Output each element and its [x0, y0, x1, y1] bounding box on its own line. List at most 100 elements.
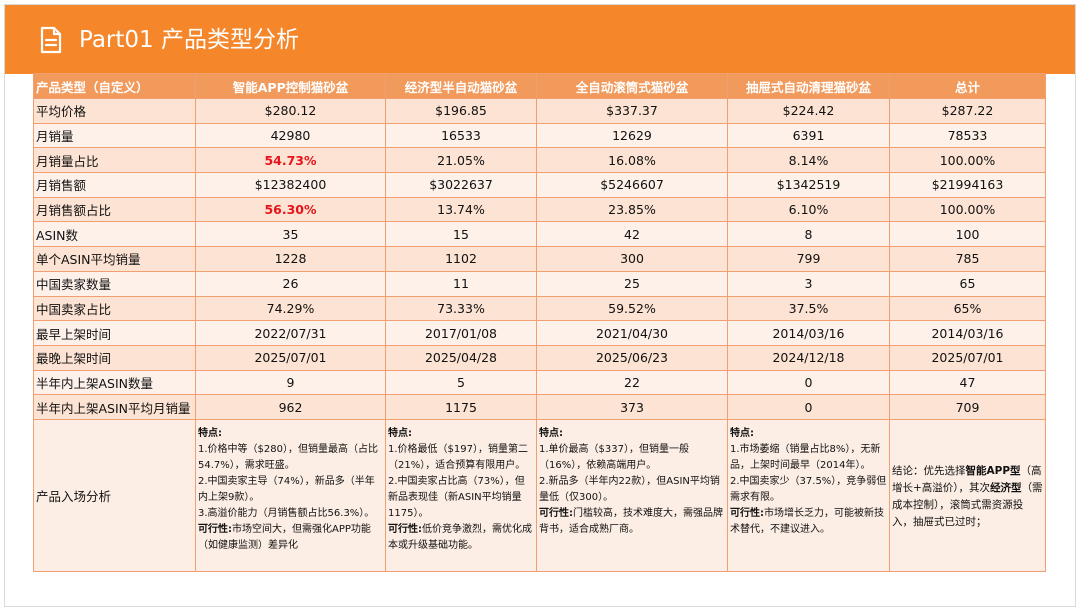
table-cell: 2017/01/08 [385, 320, 537, 346]
slide-header: Part01 产品类型分析 [5, 5, 1075, 74]
table-cell: 13.74% [385, 196, 537, 223]
table-cell: $224.42 [727, 98, 890, 124]
row-label: 平均价格 [33, 98, 196, 124]
row-label: 半年内上架ASIN平均月销量 [33, 394, 196, 420]
table-cell: 1228 [195, 246, 386, 272]
analysis-line: 2.中国卖家占比高（73%），但新品表现佳（新ASIN平均销量1175）。 [388, 475, 525, 519]
table-cell: 23.85% [536, 196, 728, 223]
row-label: 最晚上架时间 [33, 344, 196, 371]
table-cell: 2014/03/16 [727, 320, 890, 346]
table-cell: 25 [536, 270, 728, 297]
table-cell: 42 [536, 221, 728, 248]
table-cell: 21.05% [385, 147, 537, 174]
table-row: 月销量 42980 16533 12629 6391 78533 [33, 122, 1046, 149]
table-row: 平均价格 $280.12 $196.85 $337.37 $224.42 $28… [33, 98, 1046, 124]
table-cell: $1342519 [727, 172, 890, 198]
table-cell: 37.5% [727, 295, 890, 322]
table-row: 中国卖家占比 74.29% 73.33% 59.52% 37.5% 65% [33, 295, 1046, 322]
table-cell: 73.33% [385, 295, 537, 322]
feasibility-text: 门槛较高，技术难度大，需强品牌背书，适合成熟厂商。 [539, 507, 723, 535]
row-label: 产品入场分析 [33, 418, 196, 572]
feature-title: 特点: [388, 427, 412, 439]
analysis-cell: 特点: 1.单价最高（$337），但销量一般（16%），依赖高端用户。 2.新品… [536, 418, 728, 572]
analysis-line: 1.价格中等（$280），但销量最高（占比54.7%），需求旺盛。 [198, 443, 378, 471]
table-cell: 2022/07/31 [195, 320, 386, 346]
feasibility-label: 可行性: [388, 523, 422, 535]
table-row: 最晚上架时间 2025/07/01 2025/04/28 2025/06/23 … [33, 344, 1046, 371]
document-icon [35, 25, 65, 55]
table-cell: 799 [727, 246, 890, 272]
conclusion-cell: 结论：优先选择智能APP型（高增长+高溢价），其次经济型（需成本控制），滚筒式需… [889, 418, 1046, 572]
table-header-row: 产品类型（自定义） 智能APP控制猫砂盆 经济型半自动猫砂盆 全自动滚筒式猫砂盆… [33, 73, 1046, 99]
feature-title: 特点: [198, 427, 222, 439]
table-cell: 373 [536, 394, 728, 420]
analysis-line: 2.新品多（半年内22款），但ASIN平均销量低（仅300）。 [539, 475, 720, 503]
table-cell: 26 [195, 270, 386, 297]
column-header: 智能APP控制猫砂盆 [195, 73, 386, 99]
column-header: 经济型半自动猫砂盆 [385, 73, 537, 99]
row-label: 中国卖家占比 [33, 295, 196, 322]
analysis-line: 1.价格最低（$197），销量第二（21%），适合预算有限用户。 [388, 443, 528, 471]
row-label: 最早上架时间 [33, 320, 196, 346]
highlighted-cell: 54.73% [195, 147, 386, 174]
table-cell: 15 [385, 221, 537, 248]
table-cell: 1175 [385, 394, 537, 420]
feasibility-label: 可行性: [198, 523, 232, 535]
table-cell: 9 [195, 369, 386, 396]
conclusion-highlight: 经济型 [990, 482, 1022, 495]
table-row: 半年内上架ASIN平均月销量 962 1175 373 0 709 [33, 394, 1046, 420]
table-cell: 6.10% [727, 196, 890, 223]
product-type-table: 产品类型（自定义） 智能APP控制猫砂盆 经济型半自动猫砂盆 全自动滚筒式猫砂盆… [33, 73, 1046, 572]
row-label: 单个ASIN平均销量 [33, 246, 196, 272]
feasibility-text: 低价竞争激烈，需优化成本或升级基础功能。 [388, 523, 532, 551]
table-cell: 2025/07/01 [889, 344, 1046, 371]
table-cell: 300 [536, 246, 728, 272]
row-label: 中国卖家数量 [33, 270, 196, 297]
column-header: 产品类型（自定义） [33, 73, 196, 99]
table-cell: 0 [727, 369, 890, 396]
table-cell: 2025/04/28 [385, 344, 537, 371]
table-cell: 16.08% [536, 147, 728, 174]
table-cell: 3 [727, 270, 890, 297]
analysis-cell: 特点: 1.价格中等（$280），但销量最高（占比54.7%），需求旺盛。 2.… [195, 418, 386, 572]
conclusion-highlight: 智能APP型 [965, 465, 1021, 478]
feature-title: 特点: [730, 427, 754, 439]
analysis-cell: 特点: 1.价格最低（$197），销量第二（21%），适合预算有限用户。 2.中… [385, 418, 537, 572]
row-label: 月销售额 [33, 172, 196, 198]
table-row: 月销量占比 54.73% 21.05% 16.08% 8.14% 100.00% [33, 147, 1046, 174]
table-row: 月销售额占比 56.30% 13.74% 23.85% 6.10% 100.00… [33, 196, 1046, 223]
table-row: 单个ASIN平均销量 1228 1102 300 799 785 [33, 246, 1046, 272]
table-cell: 5 [385, 369, 537, 396]
table-cell: $287.22 [889, 98, 1046, 124]
table-cell: 78533 [889, 122, 1046, 149]
feasibility-label: 可行性: [539, 507, 573, 519]
table-cell: 100.00% [889, 196, 1046, 223]
table-cell: 2025/07/01 [195, 344, 386, 371]
table-cell: 2024/12/18 [727, 344, 890, 371]
table-cell: 100.00% [889, 147, 1046, 174]
table-cell: 16533 [385, 122, 537, 149]
table-cell: 709 [889, 394, 1046, 420]
analysis-line: 1.单价最高（$337），但销量一般（16%），依赖高端用户。 [539, 443, 689, 471]
table-cell: 11 [385, 270, 537, 297]
feasibility-label: 可行性: [730, 507, 764, 519]
column-header: 总计 [889, 73, 1046, 99]
table-cell: $280.12 [195, 98, 386, 124]
feature-title: 特点: [539, 427, 563, 439]
feasibility-text: 市场空间大，但需强化APP功能（如健康监测）差异化 [198, 523, 371, 551]
analysis-row: 产品入场分析 特点: 1.价格中等（$280），但销量最高（占比54.7%），需… [33, 418, 1046, 572]
table-cell: 65 [889, 270, 1046, 297]
conclusion-prefix: 结论：优先选择 [892, 465, 966, 478]
table-cell: 8.14% [727, 147, 890, 174]
table-cell: $3022637 [385, 172, 537, 198]
table-row: 最早上架时间 2022/07/31 2017/01/08 2021/04/30 … [33, 320, 1046, 346]
table-cell: 8 [727, 221, 890, 248]
table-row: 中国卖家数量 26 11 25 3 65 [33, 270, 1046, 297]
table-cell: 962 [195, 394, 386, 420]
table-cell: $21994163 [889, 172, 1046, 198]
row-label: 半年内上架ASIN数量 [33, 369, 196, 396]
table-cell: 2025/06/23 [536, 344, 728, 371]
table-cell: 22 [536, 369, 728, 396]
analysis-line: 1.市场萎缩（销量占比8%），无新品，上架时间最早（2014年）。 [730, 443, 881, 471]
table-row: ASIN数 35 15 42 8 100 [33, 221, 1046, 248]
